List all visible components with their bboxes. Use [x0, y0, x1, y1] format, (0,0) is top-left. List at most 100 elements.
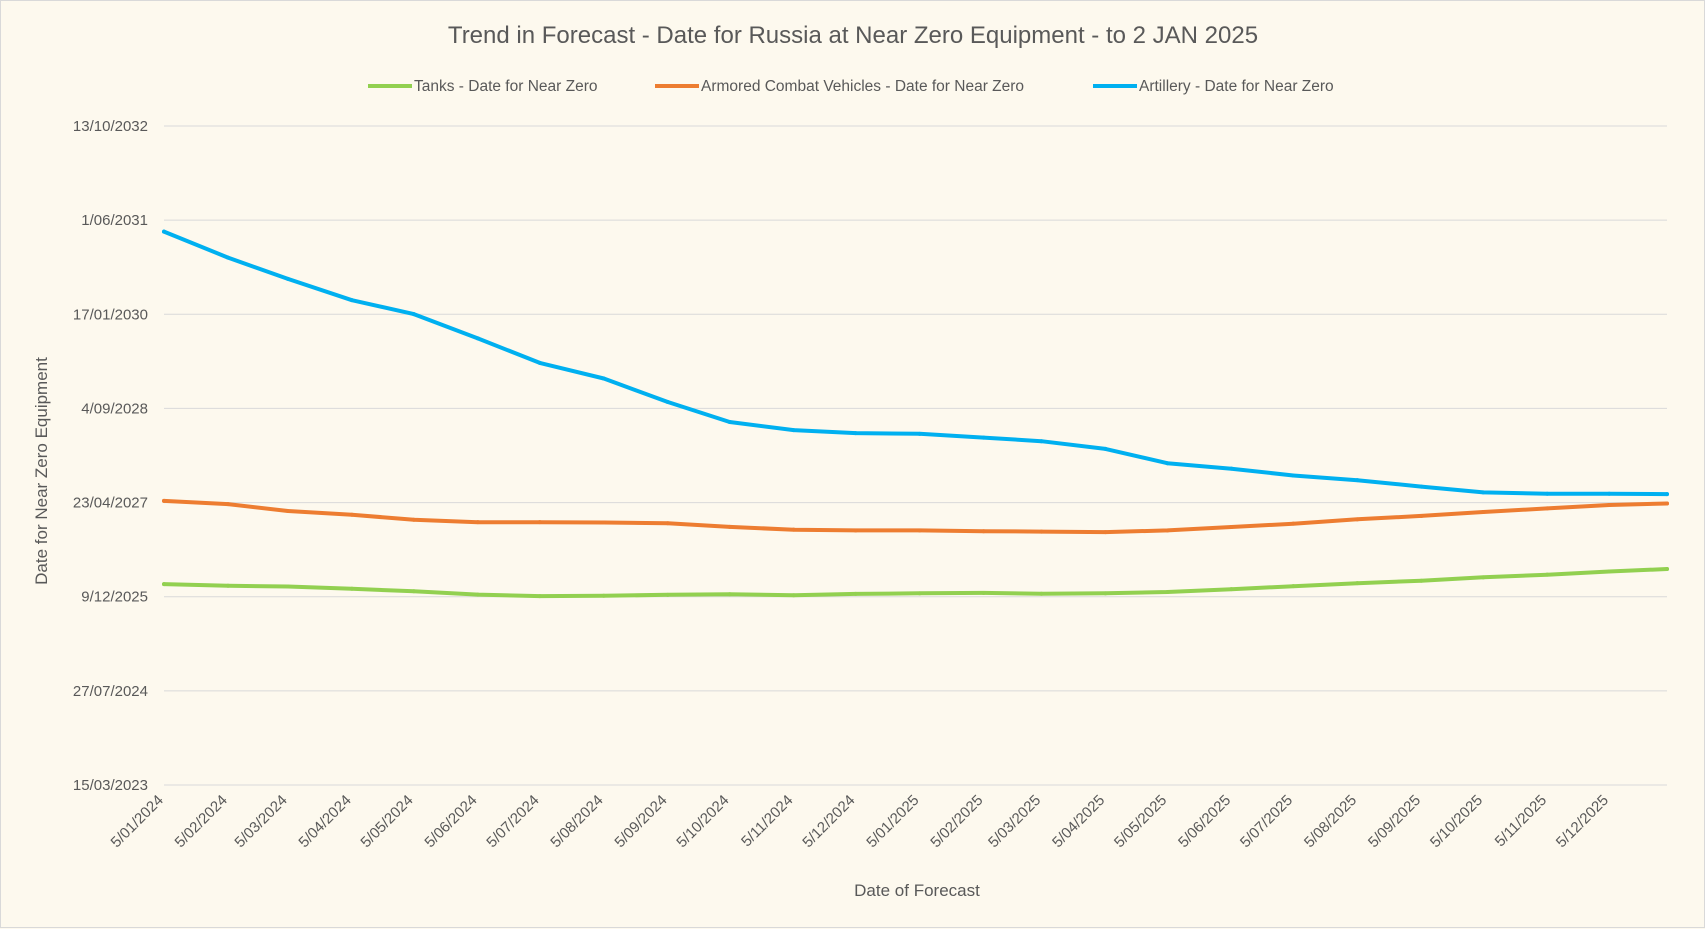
data-point — [727, 419, 732, 424]
y-tick-label: 9/12/2025 — [81, 589, 148, 606]
x-tick-label: 5/04/2024 — [295, 792, 354, 851]
data-point — [981, 529, 986, 534]
data-point — [1355, 517, 1360, 522]
data-point — [285, 584, 290, 589]
chart-title: Trend in Forecast - Date for Russia at N… — [448, 22, 1258, 49]
data-point — [917, 528, 922, 533]
data-point — [1165, 528, 1170, 533]
y-axis-label: Date for Near Zero Equipment — [32, 357, 51, 585]
x-tick-label: 5/09/2024 — [611, 792, 670, 851]
data-point — [1039, 591, 1044, 596]
x-tick-label: 5/12/2024 — [799, 792, 858, 851]
y-tick-label: 13/10/2032 — [73, 118, 148, 135]
y-tick-label: 15/03/2023 — [73, 777, 148, 794]
data-point — [162, 229, 166, 234]
data-point — [1481, 490, 1486, 495]
data-point — [349, 298, 354, 303]
series-line-2 — [162, 229, 1669, 497]
y-tick-label: 4/09/2028 — [81, 400, 148, 417]
data-point — [349, 586, 354, 591]
data-point — [1419, 513, 1424, 518]
data-point — [475, 520, 480, 525]
x-tick-label: 5/11/2024 — [738, 792, 796, 850]
data-point — [791, 527, 796, 532]
data-point — [226, 502, 231, 507]
data-point — [1355, 478, 1360, 483]
series-line-1 — [162, 498, 1669, 535]
data-point — [537, 360, 542, 365]
data-point — [791, 428, 796, 433]
x-tick-label: 5/04/2025 — [1049, 792, 1108, 851]
data-point — [1545, 491, 1550, 496]
data-point — [1545, 572, 1550, 577]
data-point — [285, 276, 290, 281]
x-tick-label: 5/03/2025 — [985, 792, 1044, 851]
x-tick-label: 5/10/2025 — [1427, 792, 1486, 851]
legend: Tanks - Date for Near Zero Armored Combat… — [368, 78, 1334, 95]
x-tick-label: 5/07/2025 — [1237, 792, 1296, 851]
y-axis-ticks: 15/03/2023 27/07/2024 9/12/2025 23/04/2027 4… — [73, 118, 148, 794]
data-point — [1481, 575, 1486, 580]
x-tick-label: 5/02/2025 — [927, 792, 986, 851]
data-point — [1607, 491, 1612, 496]
data-point — [411, 517, 416, 522]
data-point — [665, 592, 670, 597]
data-point — [1229, 587, 1234, 592]
data-point — [1291, 473, 1296, 478]
x-tick-label: 5/08/2024 — [547, 792, 606, 851]
x-tick-label: 5/11/2025 — [1492, 792, 1550, 850]
data-point — [1103, 591, 1108, 596]
data-point — [601, 376, 606, 381]
data-point — [1545, 506, 1550, 511]
data-point — [1165, 590, 1170, 595]
data-point — [1165, 461, 1170, 466]
data-point — [226, 583, 231, 588]
data-point — [1291, 521, 1296, 526]
data-point — [917, 431, 922, 436]
data-point — [1665, 492, 1669, 497]
data-point — [917, 591, 922, 596]
data-point — [1355, 581, 1360, 586]
legend-label: Artillery - Date for Near Zero — [1139, 78, 1334, 95]
data-point — [162, 498, 166, 503]
data-point — [1665, 567, 1669, 572]
x-tick-label: 5/06/2024 — [421, 792, 480, 851]
data-point — [411, 589, 416, 594]
data-point — [226, 255, 231, 260]
x-tick-label: 5/02/2024 — [172, 792, 231, 851]
data-point — [665, 521, 670, 526]
data-point — [537, 520, 542, 525]
data-point — [411, 312, 416, 317]
data-point — [475, 592, 480, 597]
y-tick-label: 1/06/2031 — [81, 212, 148, 229]
data-point — [1039, 529, 1044, 534]
data-point — [162, 582, 166, 587]
data-point — [601, 520, 606, 525]
y-tick-label: 23/04/2027 — [73, 495, 148, 512]
x-tick-label: 5/01/2025 — [863, 792, 922, 851]
data-point — [285, 509, 290, 514]
data-point — [791, 593, 796, 598]
series-lines — [162, 229, 1669, 599]
x-tick-label: 5/09/2025 — [1365, 792, 1424, 851]
x-tick-label: 5/07/2024 — [483, 792, 542, 851]
data-point — [1419, 484, 1424, 489]
data-point — [665, 400, 670, 405]
x-axis-label: Date of Forecast — [854, 881, 980, 900]
data-point — [727, 524, 732, 529]
data-point — [349, 512, 354, 517]
gridlines — [164, 125, 1667, 786]
x-tick-label: 5/05/2025 — [1111, 792, 1170, 851]
data-point — [1481, 509, 1486, 514]
data-point — [727, 592, 732, 597]
y-tick-label: 17/01/2030 — [73, 306, 148, 323]
data-point — [1665, 501, 1669, 506]
x-tick-label: 5/01/2024 — [108, 792, 167, 851]
data-point — [853, 528, 858, 533]
data-point — [1103, 446, 1108, 451]
x-tick-label: 5/08/2025 — [1301, 792, 1360, 851]
data-point — [1291, 584, 1296, 589]
data-point — [853, 431, 858, 436]
